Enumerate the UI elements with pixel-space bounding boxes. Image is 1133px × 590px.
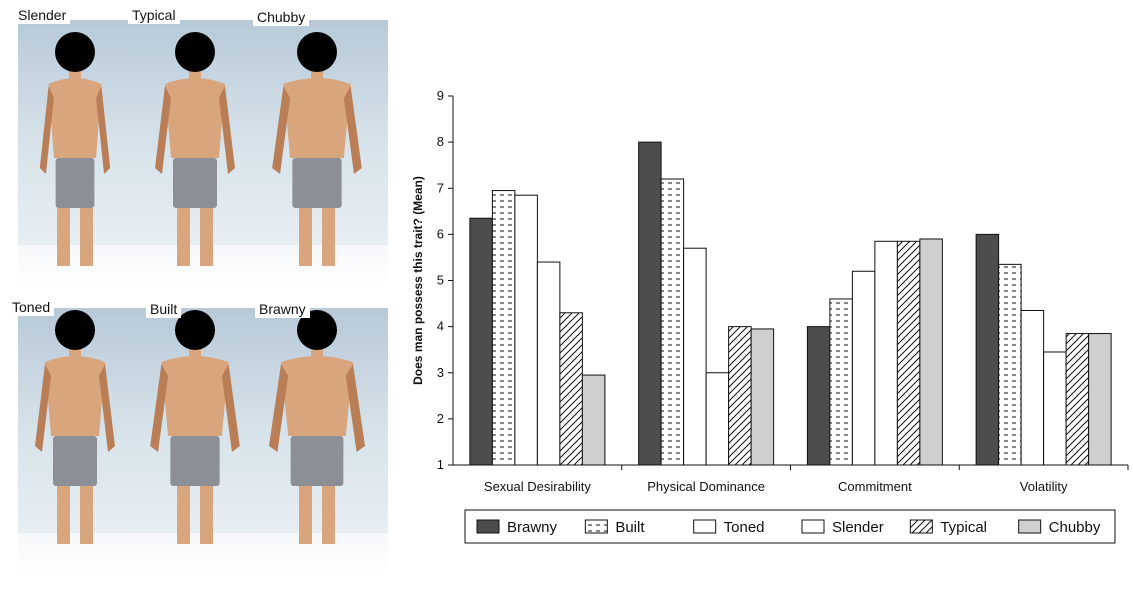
x-category-label: Physical Dominance [647, 479, 765, 494]
label-slender: Slender [14, 6, 71, 24]
face-redaction-circle [55, 310, 95, 350]
legend-label-chubby: Chubby [1049, 519, 1101, 536]
label-typical: Typical [128, 6, 180, 24]
label-brawny: Brawny [255, 300, 310, 318]
legend-swatch-chubby [1018, 519, 1042, 534]
legend-label-built: Built [615, 519, 645, 536]
x-category-label: Commitment [838, 479, 912, 494]
bar-slender-1 [705, 372, 730, 466]
figure-slender [20, 28, 130, 273]
y-axis-label: Does man possess this trait? (Mean) [411, 176, 425, 385]
bar-chubby-2 [919, 238, 943, 466]
bar-chubby-0 [581, 374, 606, 466]
y-tick-label: 8 [437, 134, 444, 149]
face-redaction-circle [175, 310, 215, 350]
legend-swatch-typical [909, 519, 933, 534]
bar-slender-2 [874, 240, 898, 466]
y-tick-label: 7 [437, 180, 444, 195]
bar-chubby-3 [1088, 333, 1112, 466]
legend-label-typical: Typical [940, 519, 987, 536]
bar-toned-0 [514, 194, 538, 466]
bar-built-3 [998, 263, 1022, 466]
legend-label-brawny: Brawny [507, 519, 558, 536]
figure-built [140, 306, 250, 551]
bar-slender-0 [536, 261, 561, 466]
legend-box [464, 509, 1116, 544]
y-tick-label: 9 [437, 88, 444, 103]
bar-chubby-1 [750, 328, 775, 466]
figure-brawny [262, 306, 372, 551]
legend-swatch-built [584, 519, 608, 534]
legend-swatch-toned [693, 519, 717, 534]
figure-toned [20, 306, 130, 551]
bar-toned-3 [1020, 309, 1045, 466]
bar-brawny-3 [975, 233, 1000, 466]
figure-typical [140, 28, 250, 273]
bar-slender-3 [1043, 351, 1067, 466]
label-toned: Toned [8, 298, 55, 316]
bar-built-0 [491, 190, 516, 466]
x-category-label: Sexual Desirability [484, 479, 591, 494]
bar-brawny-2 [806, 326, 831, 466]
legend-swatch-slender [801, 519, 825, 534]
y-tick-label: 6 [437, 226, 444, 241]
y-tick-label: 2 [437, 411, 444, 426]
bar-typical-2 [896, 240, 921, 466]
y-tick-label: 5 [437, 273, 444, 288]
y-tick-label: 4 [437, 319, 444, 334]
face-redaction-circle [55, 32, 95, 72]
label-built: Built [146, 300, 182, 318]
bar-built-2 [829, 298, 853, 466]
legend-label-toned: Toned [724, 519, 765, 536]
bar-typical-1 [728, 326, 752, 466]
bar-chart: 1 2 3 4 5 6 7 8 9 Does man possess this trait? (M… [411, 88, 1129, 544]
face-redaction-circle [297, 310, 337, 350]
bar-typical-3 [1065, 333, 1090, 466]
legend-label-slender: Slender [832, 519, 884, 536]
face-redaction-circle [297, 32, 337, 72]
x-category-label: Volatility [1020, 479, 1068, 494]
y-tick-label: 3 [437, 365, 444, 380]
bar-typical-0 [559, 312, 583, 466]
bar-built-1 [660, 178, 685, 466]
bar-toned-2 [851, 270, 876, 466]
face-redaction-circle [175, 32, 215, 72]
bar-toned-1 [683, 247, 707, 466]
bar-brawny-1 [638, 141, 662, 466]
figure-chubby [262, 28, 372, 273]
legend-swatch-brawny [476, 519, 500, 534]
bar-brawny-0 [469, 217, 493, 466]
label-chubby: Chubby [253, 8, 310, 26]
y-tick-label: 1 [437, 457, 444, 472]
body-type-photos: Slender Typical Chubby Toned Built Brawn… [0, 0, 395, 590]
